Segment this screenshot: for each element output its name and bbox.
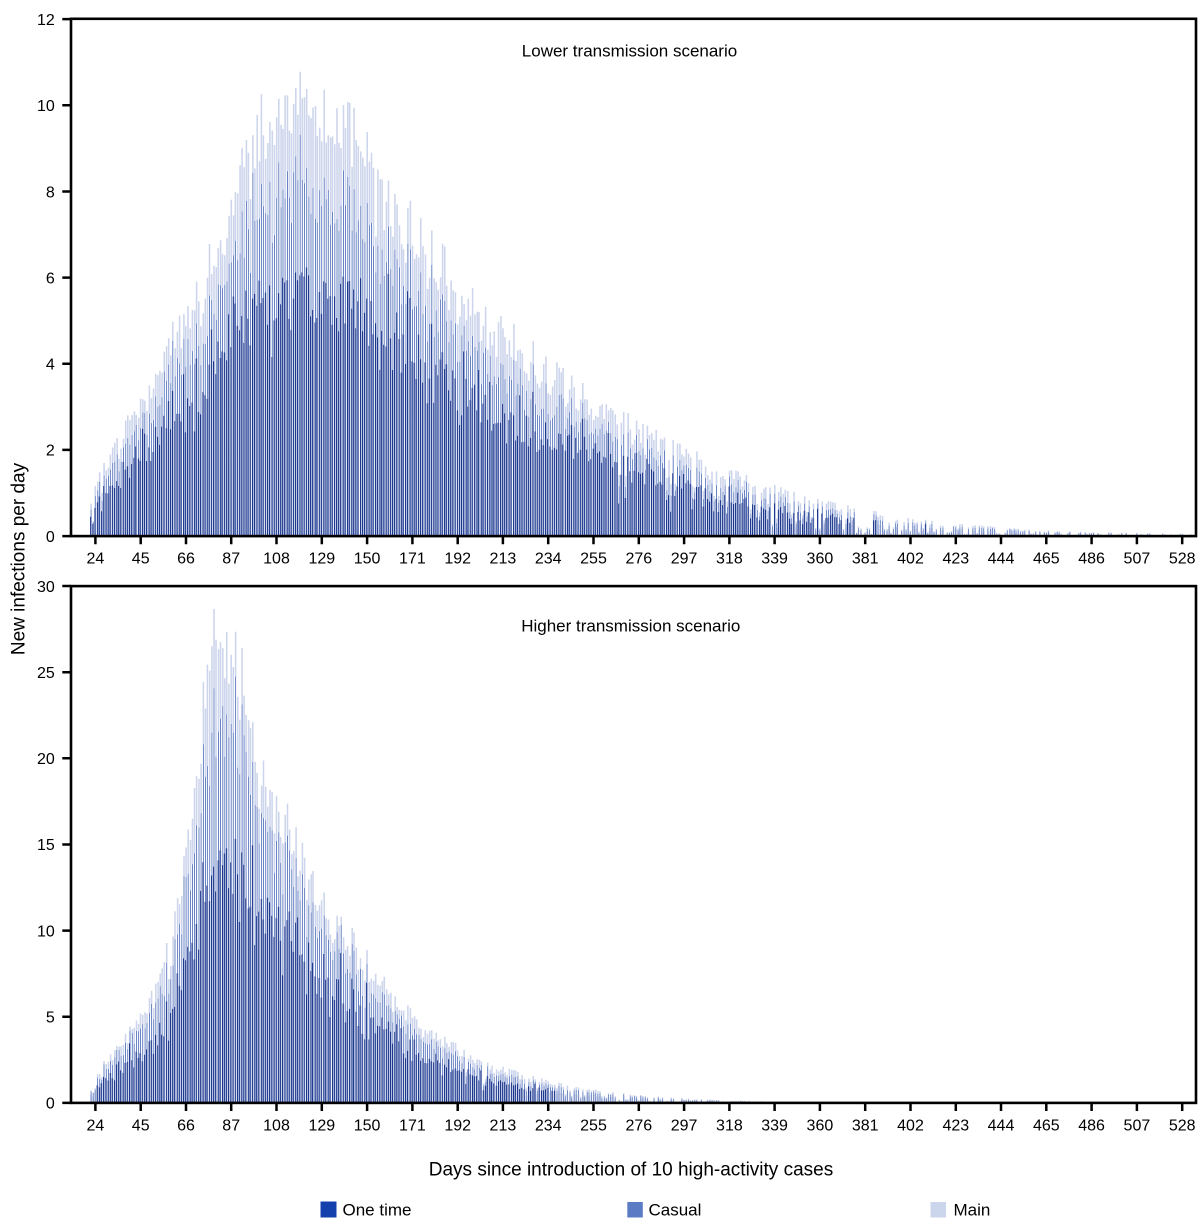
svg-text:339: 339 xyxy=(761,551,788,568)
svg-text:507: 507 xyxy=(1124,551,1151,568)
svg-text:171: 171 xyxy=(399,551,426,568)
svg-text:24: 24 xyxy=(87,1118,105,1135)
svg-text:6: 6 xyxy=(46,270,55,287)
svg-text:15: 15 xyxy=(37,837,55,854)
svg-text:Main: Main xyxy=(954,1201,991,1220)
svg-text:528: 528 xyxy=(1169,1118,1196,1135)
svg-text:0: 0 xyxy=(46,529,55,546)
svg-text:381: 381 xyxy=(852,1118,879,1135)
svg-text:192: 192 xyxy=(444,551,471,568)
svg-text:30: 30 xyxy=(37,579,55,596)
svg-text:0: 0 xyxy=(46,1096,55,1113)
svg-text:444: 444 xyxy=(988,1118,1015,1135)
svg-text:25: 25 xyxy=(37,665,55,682)
svg-text:276: 276 xyxy=(625,551,652,568)
svg-text:One time: One time xyxy=(343,1201,412,1220)
svg-text:381: 381 xyxy=(852,551,879,568)
svg-text:360: 360 xyxy=(807,551,834,568)
svg-text:486: 486 xyxy=(1078,551,1105,568)
svg-text:Higher transmission scenario: Higher transmission scenario xyxy=(521,617,740,636)
svg-text:12: 12 xyxy=(37,12,55,29)
svg-text:8: 8 xyxy=(46,184,55,201)
svg-text:255: 255 xyxy=(580,1118,607,1135)
svg-text:423: 423 xyxy=(942,1118,969,1135)
svg-text:234: 234 xyxy=(535,1118,562,1135)
svg-text:108: 108 xyxy=(263,1118,290,1135)
svg-text:108: 108 xyxy=(263,551,290,568)
svg-text:192: 192 xyxy=(444,1118,471,1135)
svg-text:Casual: Casual xyxy=(649,1201,702,1220)
svg-text:Lower transmission scenario: Lower transmission scenario xyxy=(522,41,737,60)
svg-text:444: 444 xyxy=(988,551,1015,568)
svg-text:402: 402 xyxy=(897,551,924,568)
svg-text:87: 87 xyxy=(222,551,240,568)
svg-text:129: 129 xyxy=(308,1118,335,1135)
svg-text:5: 5 xyxy=(46,1010,55,1027)
svg-text:10: 10 xyxy=(37,98,55,115)
svg-text:360: 360 xyxy=(807,1118,834,1135)
svg-text:297: 297 xyxy=(671,551,698,568)
svg-text:10: 10 xyxy=(37,923,55,940)
svg-text:150: 150 xyxy=(354,551,381,568)
svg-text:87: 87 xyxy=(222,1118,240,1135)
svg-text:528: 528 xyxy=(1169,551,1196,568)
svg-text:Days since introduction of 10: Days since introduction of 10 high-activ… xyxy=(429,1159,833,1180)
svg-text:45: 45 xyxy=(132,551,150,568)
svg-text:318: 318 xyxy=(716,1118,743,1135)
svg-text:New infections per day: New infections per day xyxy=(9,462,30,655)
svg-text:402: 402 xyxy=(897,1118,924,1135)
svg-text:318: 318 xyxy=(716,551,743,568)
svg-text:297: 297 xyxy=(671,1118,698,1135)
svg-text:171: 171 xyxy=(399,1118,426,1135)
svg-text:213: 213 xyxy=(490,551,517,568)
svg-text:66: 66 xyxy=(177,1118,195,1135)
svg-text:234: 234 xyxy=(535,551,562,568)
svg-text:465: 465 xyxy=(1033,551,1060,568)
svg-text:4: 4 xyxy=(46,357,55,374)
svg-text:150: 150 xyxy=(354,1118,381,1135)
svg-text:45: 45 xyxy=(132,1118,150,1135)
svg-text:255: 255 xyxy=(580,551,607,568)
svg-text:486: 486 xyxy=(1078,1118,1105,1135)
svg-text:24: 24 xyxy=(87,551,105,568)
svg-text:2: 2 xyxy=(46,443,55,460)
svg-text:507: 507 xyxy=(1124,1118,1151,1135)
svg-text:129: 129 xyxy=(308,551,335,568)
svg-text:465: 465 xyxy=(1033,1118,1060,1135)
svg-text:213: 213 xyxy=(490,1118,517,1135)
svg-text:423: 423 xyxy=(942,551,969,568)
svg-text:20: 20 xyxy=(37,751,55,768)
svg-text:66: 66 xyxy=(177,551,195,568)
svg-text:339: 339 xyxy=(761,1118,788,1135)
svg-text:276: 276 xyxy=(625,1118,652,1135)
